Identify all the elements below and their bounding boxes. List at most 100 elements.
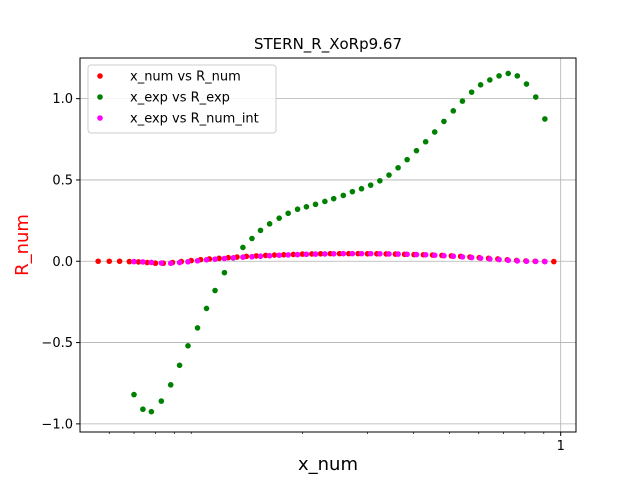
data-point	[505, 70, 512, 77]
data-point	[386, 172, 392, 178]
data-point	[158, 260, 165, 266]
data-point	[303, 203, 310, 210]
data-point	[523, 258, 530, 265]
data-point	[330, 195, 337, 202]
data-point	[450, 108, 457, 114]
data-point	[312, 201, 319, 208]
data-point	[194, 257, 201, 264]
data-point	[450, 253, 457, 260]
data-point	[240, 244, 246, 251]
legend-marker	[97, 115, 103, 121]
data-point	[262, 252, 269, 259]
data-point	[116, 258, 123, 265]
data-point	[367, 250, 374, 257]
data-point	[276, 252, 282, 259]
data-point	[158, 398, 165, 404]
data-point	[349, 188, 356, 195]
data-point	[413, 251, 420, 258]
data-point	[422, 251, 429, 258]
y-tick-label: 1.0	[52, 92, 73, 107]
data-point	[266, 252, 273, 259]
y-tick-label: 0.5	[52, 173, 73, 188]
data-point	[431, 129, 438, 135]
axis-ticks: −1.0 −0.5 0.0 0.5 1.0 1	[41, 92, 564, 454]
data-point	[221, 255, 228, 262]
data-point	[148, 408, 155, 415]
data-point	[532, 258, 539, 265]
plot-frame	[79, 57, 577, 433]
data-point	[468, 89, 475, 95]
data-point	[148, 259, 155, 266]
data-point	[532, 94, 539, 100]
data-point	[131, 391, 137, 398]
data-point	[285, 252, 291, 258]
data-point	[542, 258, 548, 265]
legend: x_num vs R_num x_exp vs R_exp x_exp vs R_n…	[87, 64, 277, 134]
data-point	[431, 252, 438, 259]
y-tick-label: −1.0	[41, 417, 73, 432]
data-point	[377, 177, 383, 184]
data-point	[167, 260, 174, 267]
data-point	[496, 73, 502, 79]
data-point	[358, 250, 365, 257]
data-point	[404, 251, 410, 258]
data-point	[514, 258, 521, 264]
data-point	[249, 253, 255, 260]
data-point	[386, 251, 392, 257]
data-point	[221, 269, 228, 276]
legend-label: x_exp vs R_exp	[130, 91, 230, 106]
data-point	[317, 250, 324, 257]
data-point	[294, 206, 301, 213]
data-point	[176, 362, 183, 369]
data-point	[144, 259, 150, 266]
data-point	[542, 116, 548, 122]
data-point	[185, 343, 191, 349]
data-point	[276, 215, 282, 221]
data-point	[312, 251, 319, 257]
data-points	[95, 70, 557, 415]
data-point	[487, 256, 493, 262]
data-point	[266, 221, 273, 227]
x-tick-label: 1	[557, 439, 565, 454]
legend-label: x_exp vs R_num_int	[130, 112, 259, 127]
y-axis-label: R_num	[12, 214, 33, 276]
data-point	[477, 255, 484, 261]
data-point	[203, 305, 210, 312]
data-point	[257, 253, 264, 260]
data-point	[167, 382, 174, 388]
data-point	[349, 250, 356, 257]
data-point	[477, 82, 484, 88]
data-point	[395, 164, 401, 171]
series-3	[131, 250, 548, 267]
data-point	[514, 73, 521, 79]
data-point	[280, 251, 287, 258]
data-point	[505, 257, 512, 264]
data-point	[271, 252, 278, 258]
data-point	[212, 287, 218, 294]
data-point	[422, 138, 429, 145]
data-point	[358, 185, 365, 192]
data-point	[395, 251, 401, 257]
data-point	[551, 258, 557, 265]
data-point	[367, 182, 374, 188]
data-point	[95, 258, 101, 265]
data-point	[185, 258, 191, 265]
data-point	[340, 192, 347, 199]
data-point	[322, 198, 328, 205]
data-point	[459, 98, 466, 104]
y-tick-label: 0.0	[52, 255, 73, 270]
data-point	[212, 256, 218, 262]
data-point	[140, 406, 146, 413]
data-point	[257, 227, 264, 234]
data-point	[140, 259, 146, 265]
y-tick-label: −0.5	[41, 336, 73, 351]
data-point	[203, 256, 210, 263]
data-point	[441, 252, 447, 259]
data-point	[126, 258, 133, 265]
data-point	[322, 251, 328, 257]
data-point	[377, 250, 383, 257]
data-point	[176, 259, 183, 266]
data-point	[468, 254, 475, 261]
data-point	[441, 118, 447, 125]
data-point	[413, 147, 420, 154]
